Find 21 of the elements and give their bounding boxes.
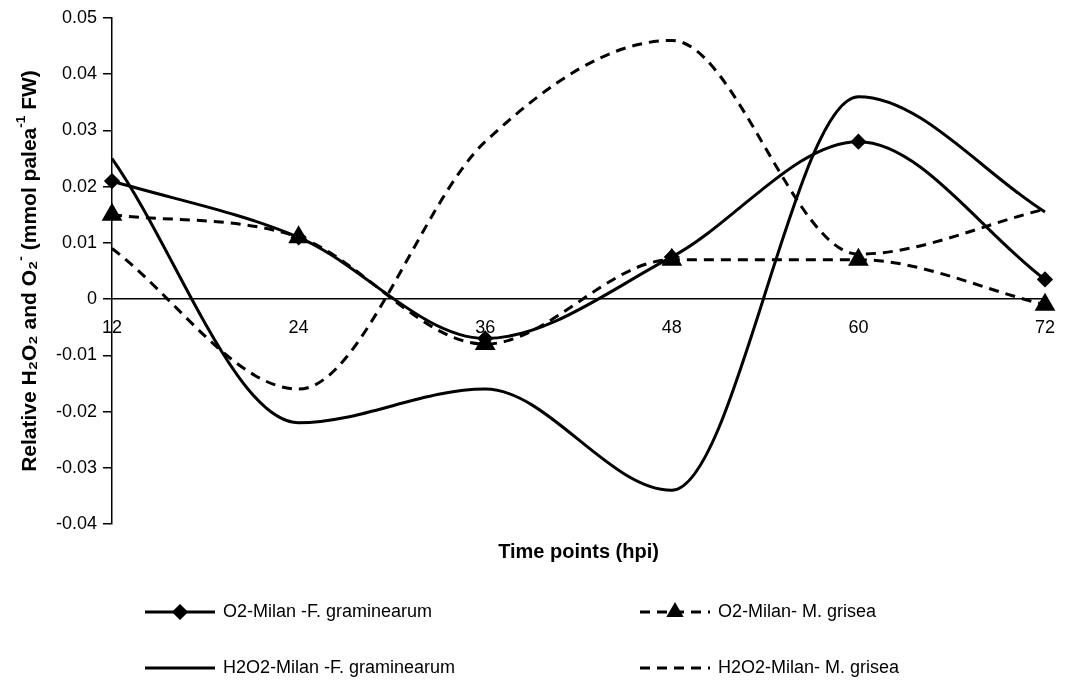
- y-tick-label: 0.04: [61, 63, 98, 84]
- y-tick-label: 0.03: [61, 119, 98, 140]
- x-tick-label: 72: [1034, 316, 1056, 337]
- legend-label: O2-Milan -F. graminearum: [223, 600, 433, 621]
- x-tick-label: 60: [848, 316, 869, 337]
- y-tick-label: -0.01: [56, 344, 98, 365]
- y-tick-label: 0.01: [61, 231, 98, 252]
- legend-label: H2O2-Milan- M. grisea: [718, 656, 901, 677]
- y-axis-title: Relative H₂O₂ and O₂- (mmol palea-1 FW): [13, 70, 40, 472]
- y-tick-label: 0.02: [61, 175, 98, 196]
- legend-label: H2O2-Milan -F. graminearum: [223, 656, 456, 677]
- legend-label: O2-Milan- M. grisea: [718, 600, 878, 621]
- x-tick-label: 24: [288, 316, 309, 337]
- y-tick-label: 0.05: [61, 6, 98, 27]
- x-axis-title: Time points (hpi): [498, 539, 659, 562]
- x-tick-label: 36: [475, 316, 496, 337]
- y-tick-label: -0.04: [56, 512, 98, 533]
- y-tick-label: -0.02: [56, 400, 98, 421]
- y-tick-label: -0.03: [56, 456, 98, 477]
- y-tick-label: 0: [87, 288, 98, 309]
- x-tick-label: 48: [661, 316, 682, 337]
